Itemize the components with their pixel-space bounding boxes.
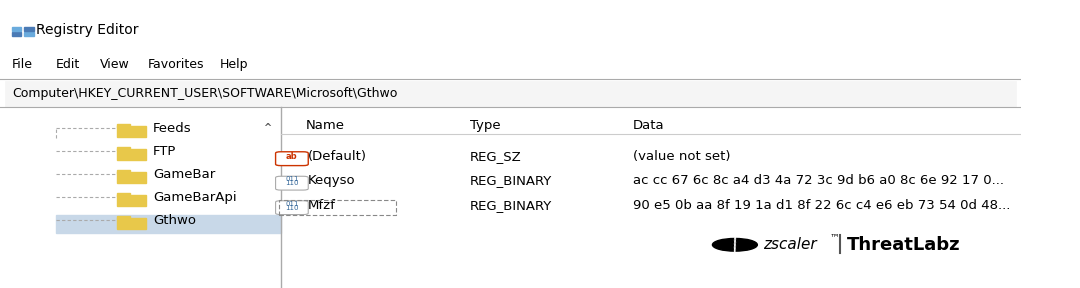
Bar: [5, 81, 1015, 107]
FancyBboxPatch shape: [118, 195, 146, 206]
Text: Favorites: Favorites: [148, 58, 204, 71]
Text: Edit: Edit: [56, 58, 80, 71]
FancyBboxPatch shape: [275, 176, 308, 190]
FancyBboxPatch shape: [118, 124, 130, 127]
Bar: [12, 27, 22, 31]
Text: ThreatLabz: ThreatLabz: [847, 236, 961, 254]
FancyBboxPatch shape: [275, 152, 308, 166]
Text: ™: ™: [829, 233, 839, 242]
Text: Gthwo: Gthwo: [153, 214, 197, 227]
Text: zscaler: zscaler: [764, 237, 818, 252]
Text: GameBar: GameBar: [153, 168, 215, 181]
Text: 110: 110: [285, 181, 299, 186]
Text: Name: Name: [307, 119, 346, 132]
Bar: [0, 107, 281, 288]
FancyBboxPatch shape: [118, 218, 146, 229]
Text: REG_BINARY: REG_BINARY: [470, 198, 552, 212]
Text: Registry Editor: Registry Editor: [36, 23, 138, 37]
FancyBboxPatch shape: [118, 216, 130, 219]
Text: /: /: [730, 235, 740, 254]
Bar: [25, 27, 33, 31]
Text: REG_BINARY: REG_BINARY: [470, 174, 552, 187]
FancyBboxPatch shape: [118, 170, 130, 173]
Text: Feeds: Feeds: [153, 122, 192, 135]
Text: Mfzf: Mfzf: [308, 198, 336, 212]
Text: GameBarApi: GameBarApi: [153, 191, 237, 204]
Text: Data: Data: [633, 119, 664, 132]
Text: Keqyso: Keqyso: [308, 174, 356, 187]
Text: 011: 011: [285, 177, 299, 182]
Text: 90 e5 0b aa 8f 19 1a d1 8f 22 6c c4 e6 eb 73 54 0d 48...: 90 e5 0b aa 8f 19 1a d1 8f 22 6c c4 e6 e…: [633, 198, 1010, 212]
Bar: [25, 32, 33, 36]
FancyBboxPatch shape: [118, 172, 146, 183]
FancyBboxPatch shape: [118, 193, 130, 196]
Text: ac cc 67 6c 8c a4 d3 4a 72 3c 9d b6 a0 8c 6e 92 17 0...: ac cc 67 6c 8c a4 d3 4a 72 3c 9d b6 a0 8…: [633, 174, 1003, 187]
Bar: [56, 215, 281, 233]
Text: FTP: FTP: [153, 145, 176, 158]
Text: 110: 110: [285, 205, 299, 211]
FancyBboxPatch shape: [118, 126, 146, 137]
Text: File: File: [12, 58, 33, 71]
Text: Computer\HKEY_CURRENT_USER\SOFTWARE\Microsoft\Gthwo: Computer\HKEY_CURRENT_USER\SOFTWARE\Micr…: [12, 87, 397, 101]
Text: REG_SZ: REG_SZ: [470, 149, 522, 163]
Text: (value not set): (value not set): [633, 149, 730, 163]
Text: 011: 011: [285, 201, 299, 207]
FancyBboxPatch shape: [118, 149, 146, 160]
FancyBboxPatch shape: [118, 147, 130, 150]
Circle shape: [713, 238, 757, 251]
Text: ab: ab: [286, 152, 298, 162]
Text: Help: Help: [219, 58, 248, 71]
Text: Type: Type: [470, 119, 500, 132]
FancyBboxPatch shape: [275, 201, 308, 215]
Text: (Default): (Default): [308, 149, 367, 163]
Text: ^: ^: [264, 123, 271, 133]
Bar: [12, 32, 22, 36]
Text: View: View: [100, 58, 130, 71]
